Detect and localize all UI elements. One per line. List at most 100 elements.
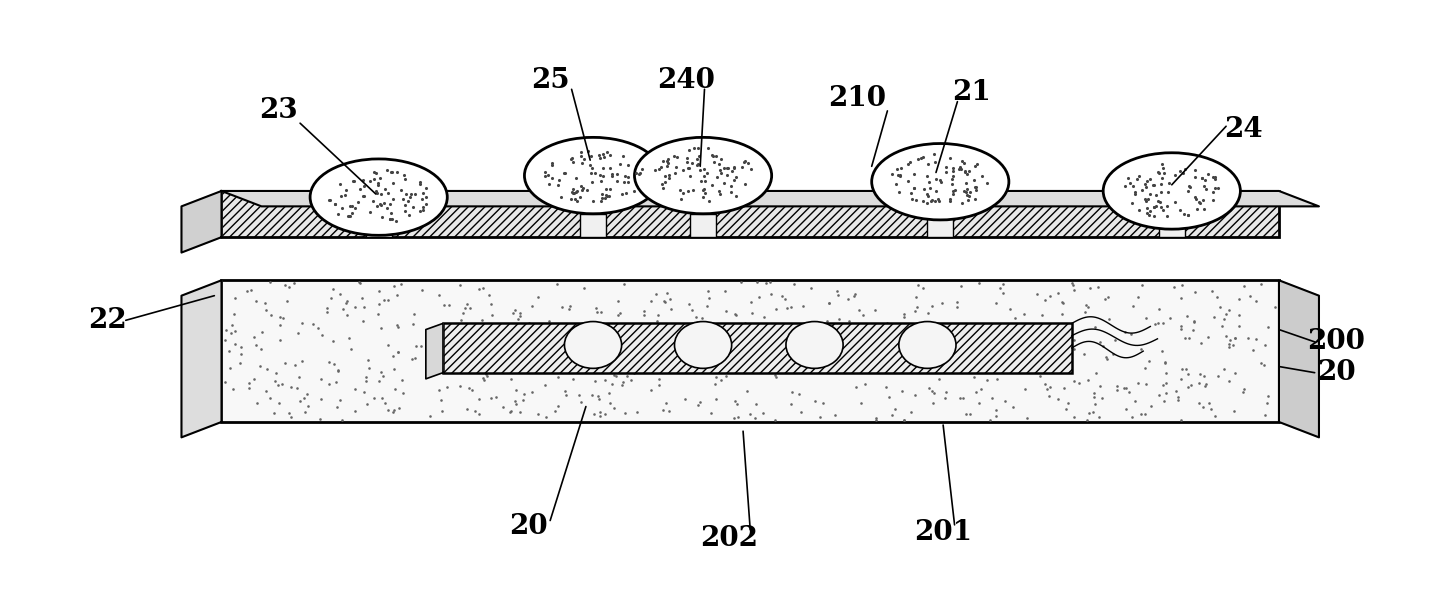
Point (263, 376, 286, 386)
Point (230, 349, 253, 359)
Point (622, 185, 644, 195)
Point (710, 154, 733, 164)
Point (1218, 376, 1240, 386)
Point (946, 338, 969, 348)
Point (1173, 209, 1196, 219)
Text: 240: 240 (657, 67, 714, 94)
Point (906, 352, 929, 362)
Point (1077, 375, 1100, 385)
Point (1228, 294, 1250, 304)
Point (480, 394, 503, 403)
Point (317, 379, 340, 389)
Point (283, 278, 306, 288)
Point (1079, 283, 1102, 293)
Point (437, 300, 460, 310)
Point (1135, 176, 1157, 186)
Point (1127, 171, 1150, 181)
Point (733, 179, 756, 189)
Point (370, 200, 393, 210)
Point (589, 176, 612, 186)
Point (223, 339, 246, 349)
Point (652, 405, 674, 415)
Point (604, 371, 627, 381)
Point (702, 151, 725, 161)
Point (733, 157, 756, 167)
Point (319, 195, 342, 205)
Point (540, 173, 563, 183)
Point (250, 327, 273, 337)
Point (376, 203, 399, 213)
Point (983, 364, 1006, 374)
Point (590, 196, 613, 206)
Point (949, 330, 972, 339)
Point (343, 176, 366, 186)
Point (316, 303, 339, 313)
Point (686, 154, 709, 164)
Point (699, 323, 722, 333)
Point (677, 299, 700, 309)
Point (217, 346, 240, 356)
Point (760, 347, 783, 357)
Point (1039, 291, 1062, 301)
Point (543, 406, 566, 416)
Point (393, 171, 416, 180)
Point (1183, 317, 1206, 326)
Point (1139, 206, 1162, 216)
Point (569, 397, 592, 407)
Point (329, 290, 352, 299)
Point (697, 286, 720, 296)
Point (364, 186, 387, 196)
Point (1119, 178, 1142, 188)
Point (503, 336, 526, 346)
Point (1143, 211, 1166, 221)
Ellipse shape (872, 144, 1009, 220)
Point (672, 331, 694, 341)
Point (1075, 301, 1097, 310)
Point (1057, 398, 1080, 408)
Point (263, 408, 286, 418)
Point (467, 394, 490, 404)
Polygon shape (181, 191, 221, 253)
Point (357, 363, 380, 373)
Point (414, 199, 437, 209)
Point (540, 351, 563, 360)
Point (889, 171, 912, 180)
Point (553, 322, 576, 332)
Point (1129, 410, 1152, 419)
Point (343, 384, 366, 394)
Point (550, 302, 573, 312)
Point (663, 151, 686, 161)
Point (725, 172, 747, 182)
Polygon shape (181, 280, 221, 437)
Point (1013, 384, 1036, 394)
Point (616, 371, 639, 381)
Point (1233, 281, 1256, 291)
Point (684, 317, 707, 327)
Point (1089, 338, 1112, 347)
Point (733, 318, 756, 328)
Point (576, 185, 599, 195)
Point (780, 399, 803, 409)
Point (363, 167, 386, 177)
Point (272, 313, 294, 323)
Point (1165, 386, 1187, 395)
Point (460, 347, 483, 357)
Point (1176, 311, 1199, 321)
Point (432, 301, 454, 310)
Point (777, 323, 800, 333)
Point (536, 354, 559, 363)
Point (1130, 344, 1153, 354)
Point (917, 159, 940, 169)
Point (855, 379, 877, 389)
Point (1249, 279, 1272, 289)
Point (712, 163, 735, 173)
Point (410, 285, 433, 295)
Point (669, 185, 692, 195)
Text: 20: 20 (509, 513, 549, 540)
Point (327, 365, 350, 375)
Point (1135, 196, 1157, 206)
Point (386, 290, 409, 299)
Text: 20: 20 (1316, 359, 1356, 386)
Point (610, 380, 633, 390)
Point (843, 289, 866, 299)
